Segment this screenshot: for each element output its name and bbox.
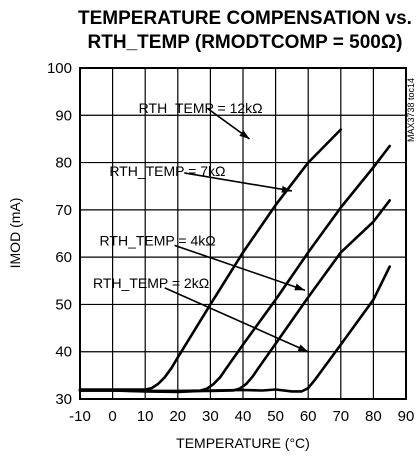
x-tick-label-10: 90 [398, 408, 415, 425]
x-tick-label-5: 40 [235, 408, 252, 425]
y-tick-label-6: 90 [55, 107, 72, 124]
series-line-2 [78, 199, 392, 393]
x-tick-label-3: 20 [169, 408, 186, 425]
annotation-arrow-2 [174, 244, 306, 291]
y-tick-label-2: 50 [55, 296, 72, 313]
annotation-label-3: RTH_TEMP = 2kΩ [93, 275, 209, 291]
series-group [78, 128, 392, 394]
plot-frame [79, 67, 407, 400]
x-tick-label-1: 0 [108, 408, 116, 425]
x-tick-labels: -10 0 10 20 30 40 50 60 70 80 90 [69, 408, 414, 425]
x-tick-label-6: 50 [267, 408, 284, 425]
y-tick-label-1: 40 [55, 344, 72, 361]
x-tick-label-0: -10 [69, 408, 91, 425]
annotation-arrowhead-2 [294, 283, 305, 291]
x-axis-label: TEMPERATURE (°C) [176, 435, 310, 451]
annotation-arrowhead-3 [297, 344, 309, 352]
annotation-arrow-1 [184, 172, 293, 192]
chart-title-line2: RTH_TEMP (RMODTCOMP = 500Ω) [88, 32, 403, 53]
y-tick-label-7: 100 [47, 60, 72, 77]
annotation-arrowhead-0 [239, 130, 250, 139]
y-tick-label-5: 80 [55, 155, 72, 172]
x-tick-label-7: 60 [300, 408, 317, 425]
chart-title-line1: TEMPERATURE COMPENSATION vs. [78, 8, 412, 29]
y-tick-label-4: 70 [55, 202, 72, 219]
series-line-3 [78, 265, 392, 394]
x-tick-label-4: 30 [202, 408, 219, 425]
series-line-1 [78, 144, 392, 393]
annotation-label-0: RTH_TEMP = 12kΩ [139, 100, 263, 116]
y-axis-label: IMOD (mA) [7, 198, 23, 269]
series-line-0 [78, 128, 343, 391]
side-label: MAX3738 toc14 [406, 78, 416, 142]
y-tick-label-0: 30 [55, 391, 72, 408]
y-tick-labels: 30 40 50 60 70 80 90 100 [47, 60, 72, 408]
y-tick-label-3: 60 [55, 249, 72, 266]
x-tick-label-2: 10 [137, 408, 154, 425]
x-tick-label-8: 70 [332, 408, 349, 425]
x-tick-label-9: 80 [365, 408, 382, 425]
annotation-label-2: RTH_TEMP = 4kΩ [100, 232, 216, 248]
annotation-arrowhead-1 [281, 185, 292, 193]
annotation-arrow-3 [164, 287, 309, 353]
